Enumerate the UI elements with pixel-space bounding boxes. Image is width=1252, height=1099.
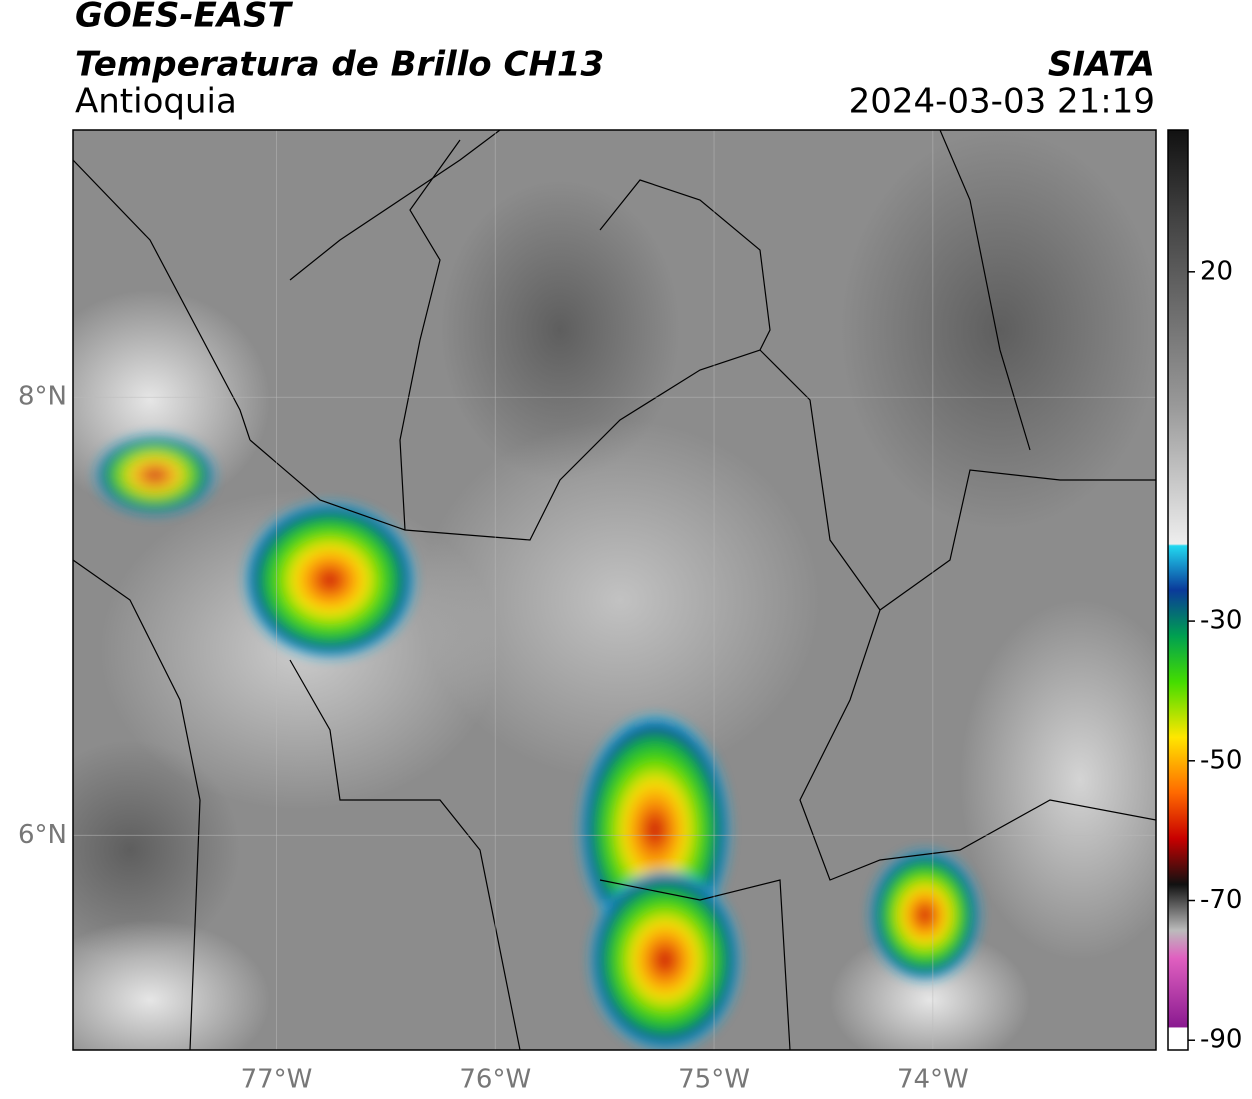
x-tick-label: 75°W [678,1065,750,1095]
colorbar-tick-label: -90 [1200,1025,1242,1055]
colorbar-tick-label: -30 [1200,606,1242,636]
colorbar [1167,129,1189,1051]
subtitle: Temperatura de Brillo CH13 [75,45,604,85]
x-tick-label: 76°W [459,1065,531,1095]
grid [73,130,1156,1050]
colorbar-tick-label: -50 [1200,745,1242,775]
y-tick-label: 6°N [18,820,67,850]
source: SIATA [1048,45,1155,85]
x-tick-label: 74°W [897,1065,969,1095]
satellite-image [73,130,1156,1050]
datetime: 2024-03-03 21:19 [849,82,1155,122]
colorbar-tick-label: 20 [1200,256,1233,286]
x-tick-label: 77°W [241,1065,313,1095]
region: Antioquia [75,82,237,122]
colorbar-tick-label: -70 [1200,885,1242,915]
title: GOES-EAST [75,0,294,36]
map-frame [72,129,1157,1051]
y-tick-label: 8°N [18,382,67,412]
